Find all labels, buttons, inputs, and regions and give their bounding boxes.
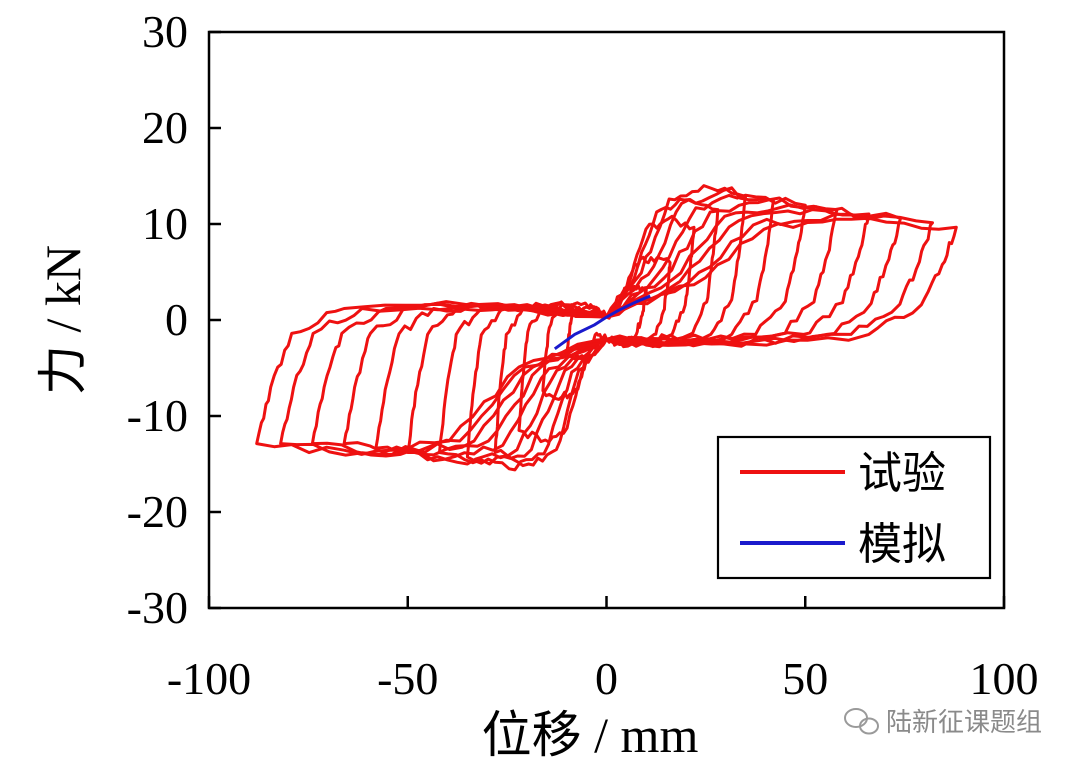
x-tick-label: -100	[167, 653, 251, 704]
y-axis-label: 力 / kN	[35, 245, 91, 395]
y-tick-label: -20	[127, 486, 188, 537]
legend: 试验 模拟	[716, 435, 992, 580]
y-tick-label: -10	[127, 390, 188, 441]
x-tick-label: 0	[595, 653, 618, 704]
legend-box	[716, 435, 992, 580]
x-axis-label: 位移 / mm	[482, 707, 699, 763]
legend-label-sim: 模拟	[858, 519, 946, 570]
y-tick-label: 20	[142, 102, 188, 153]
y-tick-label: -30	[127, 582, 188, 633]
y-tick-label: 0	[165, 294, 188, 345]
y-tick-label: 30	[142, 6, 188, 57]
watermark: 陆新征课题组	[844, 708, 1042, 738]
watermark-text: 陆新征课题组	[886, 708, 1042, 738]
legend-label-test: 试验	[858, 448, 946, 499]
y-tick-label: 10	[142, 198, 188, 249]
series-layer	[255, 184, 958, 472]
x-tick-label: -50	[377, 653, 438, 704]
test-loop	[255, 216, 958, 456]
x-tick-label: 50	[782, 653, 828, 704]
simulation-line	[553, 294, 651, 351]
wechat-icon	[844, 708, 879, 735]
x-tick-label: 100	[970, 653, 1039, 704]
